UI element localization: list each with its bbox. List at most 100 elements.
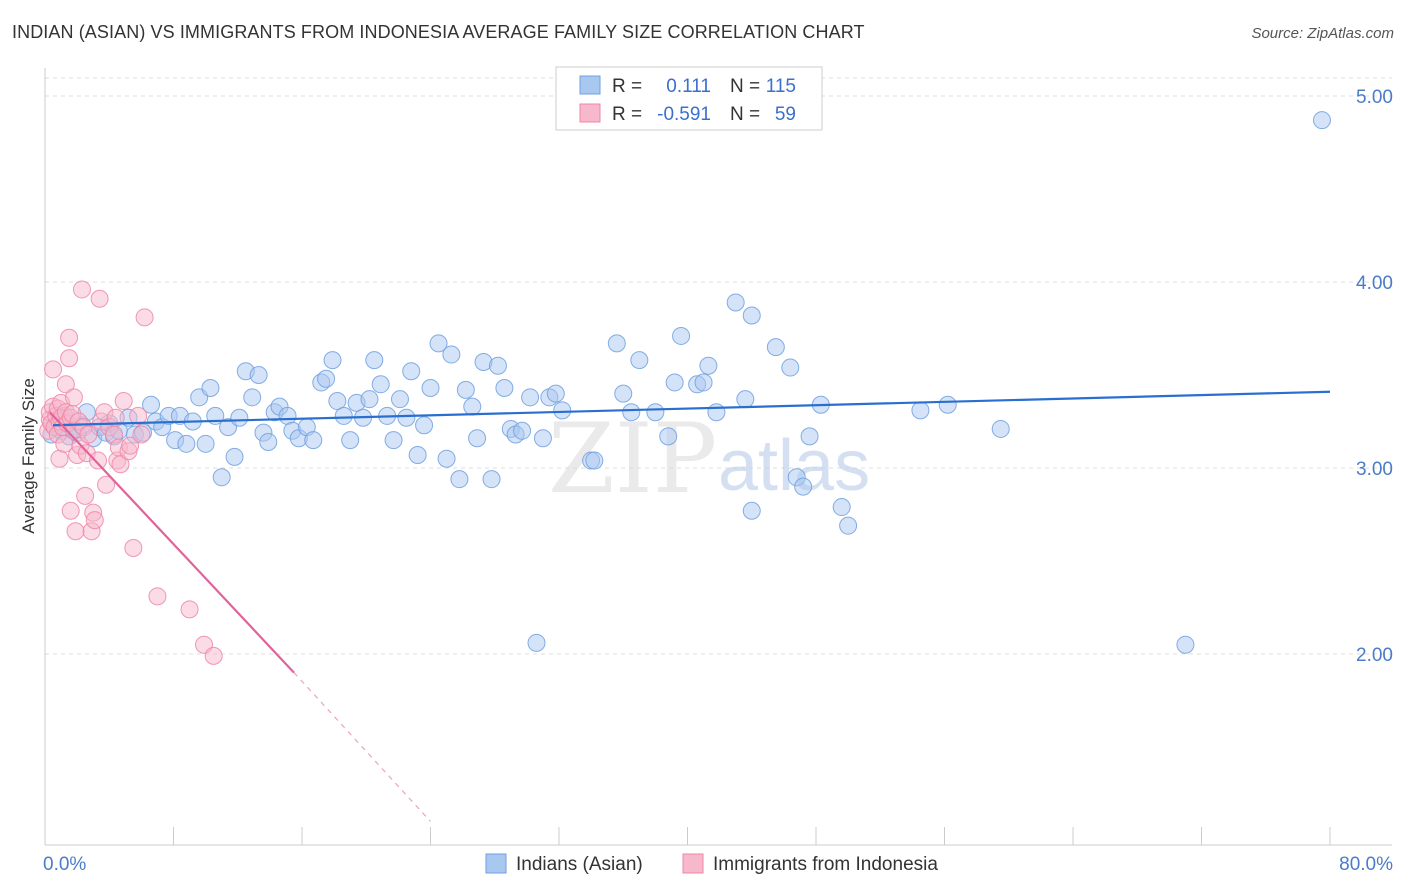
point-pink-39 <box>90 289 109 308</box>
point-pink-38 <box>89 451 108 470</box>
point-blue-103 <box>742 306 761 325</box>
point-pink-49 <box>114 392 133 411</box>
point-blue-113 <box>938 395 957 414</box>
legend-n-label-2: N = <box>730 104 760 125</box>
series-indians-asian <box>42 111 1331 654</box>
point-blue-116 <box>1312 111 1331 130</box>
point-blue-69 <box>450 470 469 489</box>
point-blue-59 <box>384 431 403 450</box>
point-blue-68 <box>442 345 461 364</box>
point-blue-98 <box>699 356 718 375</box>
point-pink-22 <box>61 501 80 520</box>
point-blue-63 <box>408 445 427 464</box>
point-blue-95 <box>672 326 691 345</box>
point-blue-93 <box>659 427 678 446</box>
point-pink-59 <box>204 646 223 665</box>
point-pink-11 <box>50 449 69 468</box>
y-tick-label-1: 3.00 <box>1356 459 1393 480</box>
point-blue-36 <box>243 388 262 407</box>
y-tick-label-2: 4.00 <box>1356 273 1393 294</box>
point-blue-66 <box>429 334 448 353</box>
point-blue-33 <box>225 447 244 466</box>
legend-r-value-2: -0.591 <box>657 104 711 125</box>
point-blue-61 <box>397 408 416 427</box>
legend-swatch-blue <box>579 75 601 95</box>
point-blue-46 <box>304 431 323 450</box>
legend-n-value-1: 115 <box>766 76 796 97</box>
trend-line-pink <box>49 411 295 674</box>
point-blue-37 <box>249 366 268 384</box>
point-blue-39 <box>259 432 278 451</box>
point-blue-115 <box>1176 635 1195 654</box>
point-blue-91 <box>630 351 649 370</box>
point-blue-90 <box>622 403 641 422</box>
legend-swatch-pink <box>579 103 601 123</box>
point-blue-97 <box>694 373 713 392</box>
point-pink-34 <box>79 425 98 444</box>
point-pink-42 <box>97 475 116 494</box>
point-blue-111 <box>839 516 858 535</box>
bottom-legend-label-indonesia: Immigrants from Indonesia <box>713 854 938 875</box>
point-blue-74 <box>482 470 501 489</box>
point-blue-34 <box>230 408 249 427</box>
point-blue-62 <box>402 362 421 381</box>
x-tick-labels: 0.0% 80.0% <box>43 854 1393 875</box>
point-blue-55 <box>360 390 379 409</box>
point-blue-42 <box>278 406 297 425</box>
watermark-zip: ZIP <box>548 403 717 515</box>
point-pink-32 <box>76 486 95 505</box>
point-pink-54 <box>132 425 151 444</box>
axis-layer <box>44 68 1392 846</box>
legend-r-value-1: 0.111 <box>666 76 711 97</box>
bottom-legend: Indians (Asian) Immigrants from Indonesi… <box>485 853 938 875</box>
point-pink-19 <box>60 349 79 368</box>
legend-n-label-1: N = <box>730 76 760 97</box>
point-blue-89 <box>614 384 633 403</box>
point-pink-45 <box>106 408 125 427</box>
point-pink-53 <box>129 406 148 425</box>
point-blue-57 <box>371 375 390 394</box>
bottom-legend-swatch-pink <box>682 853 704 874</box>
point-blue-114 <box>991 419 1010 438</box>
point-blue-100 <box>726 293 745 312</box>
y-tick-labels: 2.00 3.00 4.00 5.00 <box>1356 87 1393 666</box>
legend-r-label-1: R = <box>612 76 642 97</box>
point-pink-25 <box>64 388 83 407</box>
point-blue-88 <box>607 334 626 353</box>
legend-n-value-2: 59 <box>775 104 796 125</box>
point-pink-26 <box>66 522 85 541</box>
point-blue-81 <box>527 633 546 652</box>
trend-line-pink-extension <box>293 672 431 822</box>
point-blue-71 <box>463 397 482 416</box>
point-blue-79 <box>513 421 532 440</box>
point-pink-52 <box>124 538 143 557</box>
point-blue-60 <box>390 390 409 409</box>
point-blue-65 <box>421 379 440 398</box>
trend-layer <box>49 390 1331 822</box>
point-blue-101 <box>736 390 755 409</box>
point-blue-110 <box>832 498 851 517</box>
point-blue-67 <box>437 449 456 468</box>
legend-r-label-2: R = <box>612 104 642 125</box>
point-blue-84 <box>546 384 565 403</box>
point-pink-20 <box>60 328 79 347</box>
point-blue-31 <box>212 468 231 487</box>
point-pink-30 <box>72 280 91 299</box>
point-blue-75 <box>488 356 507 375</box>
y-tick-label-0: 2.00 <box>1356 645 1393 666</box>
point-blue-85 <box>553 401 572 420</box>
point-blue-80 <box>521 388 540 407</box>
point-pink-51 <box>121 436 140 455</box>
point-blue-28 <box>196 434 215 453</box>
point-blue-92 <box>646 403 665 422</box>
point-blue-107 <box>794 477 813 496</box>
point-blue-105 <box>781 358 800 377</box>
trend-line-blue <box>53 390 1331 427</box>
point-blue-82 <box>533 429 552 448</box>
point-blue-108 <box>800 427 819 446</box>
point-pink-57 <box>180 600 199 619</box>
point-blue-99 <box>707 403 726 422</box>
point-blue-112 <box>911 401 930 420</box>
watermark: ZIP atlas <box>548 403 870 515</box>
